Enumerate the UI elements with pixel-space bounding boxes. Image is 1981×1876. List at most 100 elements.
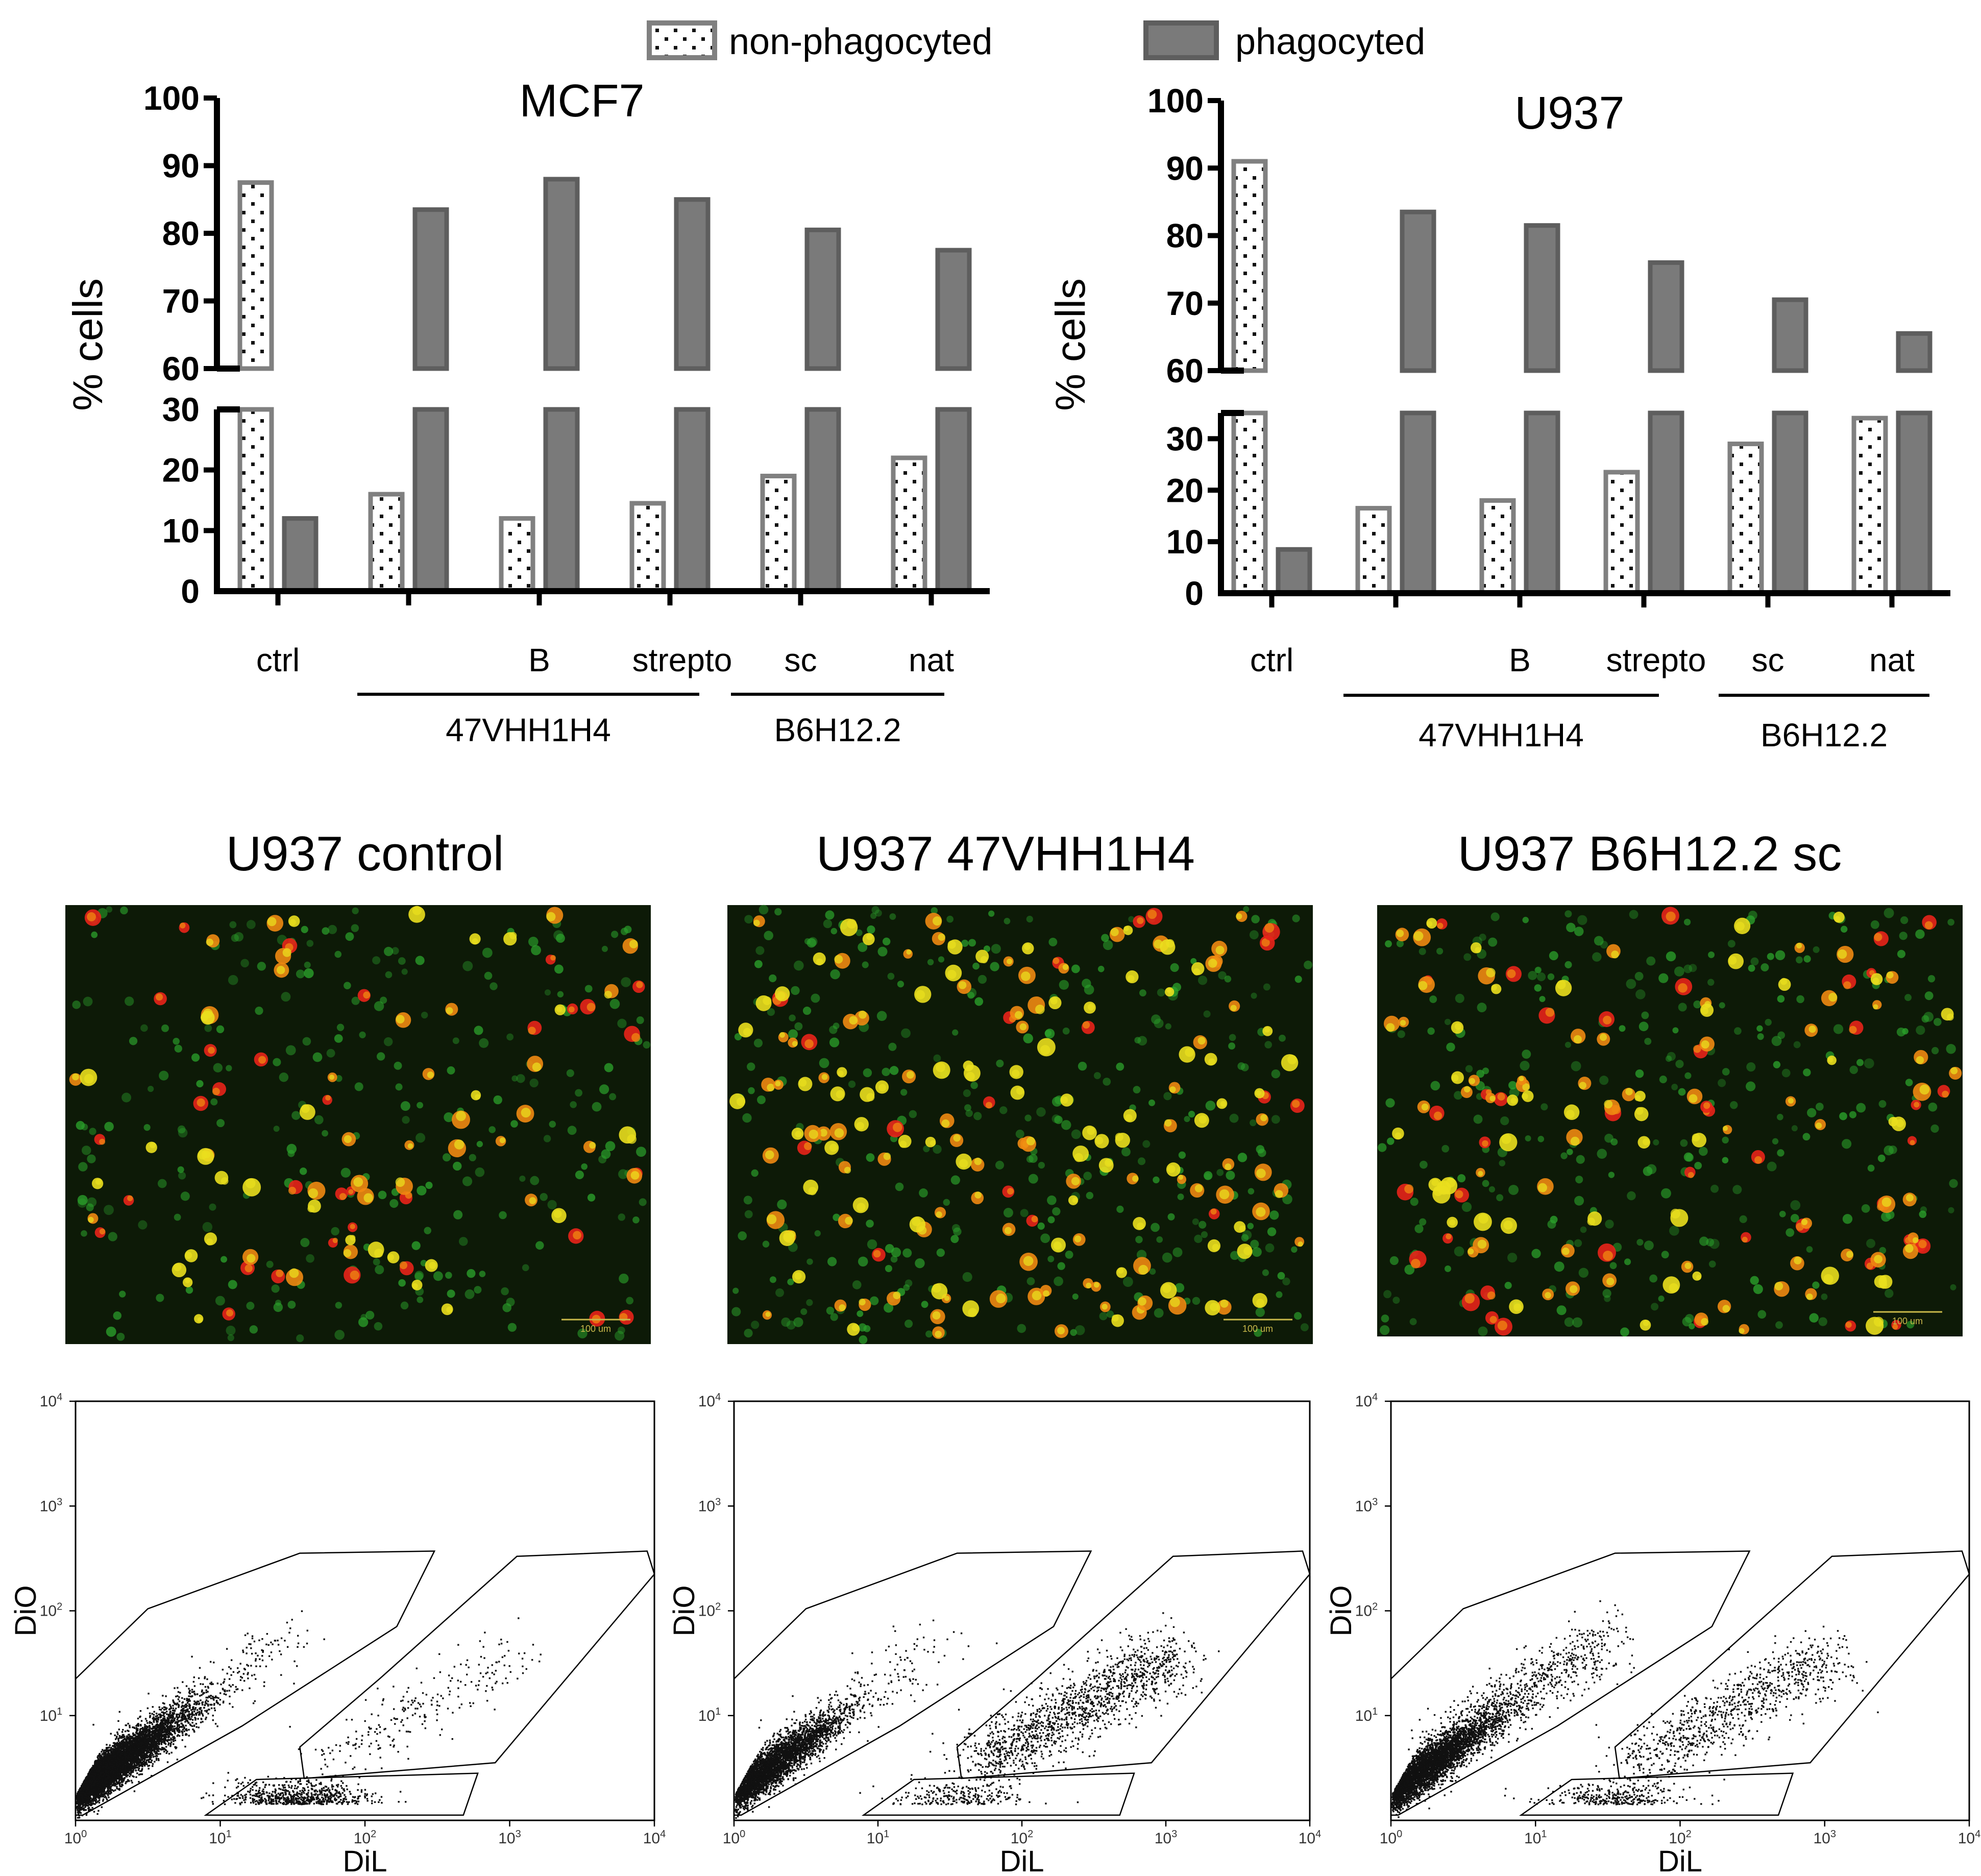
category-label: B: [1509, 642, 1531, 678]
bar-phagocyted-0: [1276, 547, 1312, 596]
bar-non-phagocyted-1: [368, 492, 405, 594]
bar-phagocyted-0: [282, 516, 319, 594]
bar-non-phagocyted-4: [1727, 442, 1764, 596]
y-tick-label: 100: [143, 79, 200, 117]
y-tick-label: 20: [162, 451, 200, 489]
micrograph-title-47vhh1h4: U937 47VHH1H4: [816, 826, 1195, 881]
gate-phagocyted: [956, 1550, 1311, 1780]
group-label: 47VHH1H4: [446, 712, 611, 748]
bar-phagocyted-2-upper: [1524, 223, 1560, 373]
group-label: 47VHH1H4: [1419, 717, 1584, 753]
y-tick-label: 10: [162, 511, 200, 549]
x-tick-label: 102: [1669, 1829, 1692, 1847]
legend: non-phagocyted phagocyted: [647, 20, 1425, 62]
bar-phagocyted-3-upper: [1648, 260, 1684, 373]
flow-plot-u937-b6h12-sc: 100 101 102 103 104 101 102 103 104 DiL DiO: [1325, 1392, 1980, 1876]
gate-phagocyted: [1614, 1550, 1970, 1780]
green-cells: [1378, 908, 1958, 1337]
category-label: ctrl: [1250, 642, 1293, 678]
x-axis-label: DiL: [999, 1845, 1044, 1876]
scale-bar-label: 100 um: [1242, 1324, 1273, 1334]
y-tick-label: 100: [1147, 82, 1204, 119]
y-axis-label: DiO: [1325, 1586, 1358, 1637]
bar-phagocyted-1-upper: [412, 207, 449, 371]
gate-bottom: [861, 1772, 1135, 1816]
x-tick-label: 102: [1011, 1829, 1034, 1847]
event-dots: [735, 1612, 1220, 1819]
scale-bar-label: 100 um: [1892, 1316, 1923, 1326]
legend-swatch-phagocyted: [1143, 20, 1219, 60]
category-label: strepto: [632, 642, 732, 678]
group-label: B6H12.2: [1760, 717, 1888, 753]
x-tick-label: 104: [643, 1829, 666, 1847]
category-label: B: [528, 642, 550, 678]
flow-plot-u937-control: 100 101 102 103 104 101 102 103 104 DiL DiO: [9, 1392, 666, 1876]
bar-non-phagocyted-2: [1479, 498, 1516, 596]
bar-phagocyted-5-lower: [935, 407, 972, 594]
plot-frame: [733, 1400, 1311, 1821]
y-tick-label: 10: [1166, 523, 1204, 561]
bar-non-phagocyted-0-upper: [237, 180, 274, 371]
y-tick-label: 60: [1166, 352, 1204, 389]
y-axis-label: DiO: [668, 1586, 701, 1637]
chart-title: U937: [1514, 88, 1624, 139]
x-tick-label: 101: [209, 1829, 232, 1847]
bar-phagocyted-2-lower: [543, 407, 580, 594]
event-dots: [76, 1610, 542, 1819]
phagocytic-cells: [69, 906, 645, 1327]
bar-non-phagocyted-3: [629, 501, 666, 594]
legend-label-non-phagocyted: non-phagocyted: [729, 21, 992, 62]
y-tick-label: 90: [162, 147, 200, 185]
category-label: nat: [1869, 642, 1915, 678]
plot-frame: [75, 1400, 655, 1821]
bar-non-phagocyted-2: [499, 516, 535, 594]
y-tick-label: 90: [1166, 149, 1204, 187]
y-tick-label: 70: [162, 282, 200, 320]
green-cells: [72, 906, 651, 1343]
y-tick-label: 0: [181, 572, 200, 610]
bar-phagocyted-4-lower: [1772, 410, 1808, 596]
flow-plot-u937-47vhh1h4: 100 101 102 103 104 101 102 103 104 DiL DiO: [668, 1392, 1321, 1876]
x-axis-label: DiL: [343, 1845, 387, 1876]
bar-phagocyted-4-upper: [1772, 297, 1808, 373]
x-tick-label: 103: [1155, 1829, 1178, 1847]
category-label: sc: [785, 642, 817, 678]
y-tick-label: 103: [698, 1496, 721, 1515]
event-dots: [1391, 1600, 1879, 1818]
micrograph-u937-b6h12-sc: 100 um: [1377, 905, 1963, 1337]
chart-title: MCF7: [520, 76, 645, 127]
bar-non-phagocyted-5: [1851, 416, 1888, 596]
bar-non-phagocyted-0-lower: [237, 407, 274, 594]
y-tick-label: 104: [1355, 1392, 1378, 1410]
category-label: ctrl: [256, 642, 300, 678]
x-tick-label: 103: [498, 1829, 521, 1847]
bar-phagocyted-1-lower: [1400, 410, 1436, 596]
y-tick-label: 0: [1185, 574, 1204, 612]
y-tick-label: 30: [1166, 420, 1204, 457]
bar-phagocyted-3-upper: [674, 197, 711, 371]
category-label: nat: [909, 642, 954, 678]
bar-phagocyted-1-upper: [1400, 209, 1436, 373]
bar-phagocyted-3-lower: [674, 407, 711, 594]
phagocytic-cells: [1383, 907, 1962, 1336]
group-label: B6H12.2: [774, 712, 901, 748]
bar-non-phagocyted-5: [891, 455, 927, 594]
x-tick-label: 104: [1958, 1829, 1981, 1847]
x-tick-label: 104: [1299, 1829, 1322, 1847]
bar-non-phagocyted-3: [1603, 470, 1640, 596]
category-label: strepto: [1606, 642, 1706, 678]
plot-frame: [1390, 1400, 1970, 1821]
phagocytic-cells: [729, 908, 1305, 1339]
y-tick-label: 103: [40, 1496, 63, 1515]
bar-phagocyted-4-lower: [804, 407, 841, 594]
gate-non-phagocyted: [75, 1550, 436, 1816]
gate-bottom: [204, 1772, 479, 1816]
bar-phagocyted-4-upper: [804, 227, 841, 371]
y-tick-label: 101: [698, 1706, 721, 1724]
x-tick-label: 100: [1380, 1829, 1403, 1847]
y-tick-label: 101: [1355, 1706, 1378, 1724]
x-tick-label: 101: [1524, 1829, 1547, 1847]
y-tick-label: 102: [1355, 1601, 1378, 1620]
